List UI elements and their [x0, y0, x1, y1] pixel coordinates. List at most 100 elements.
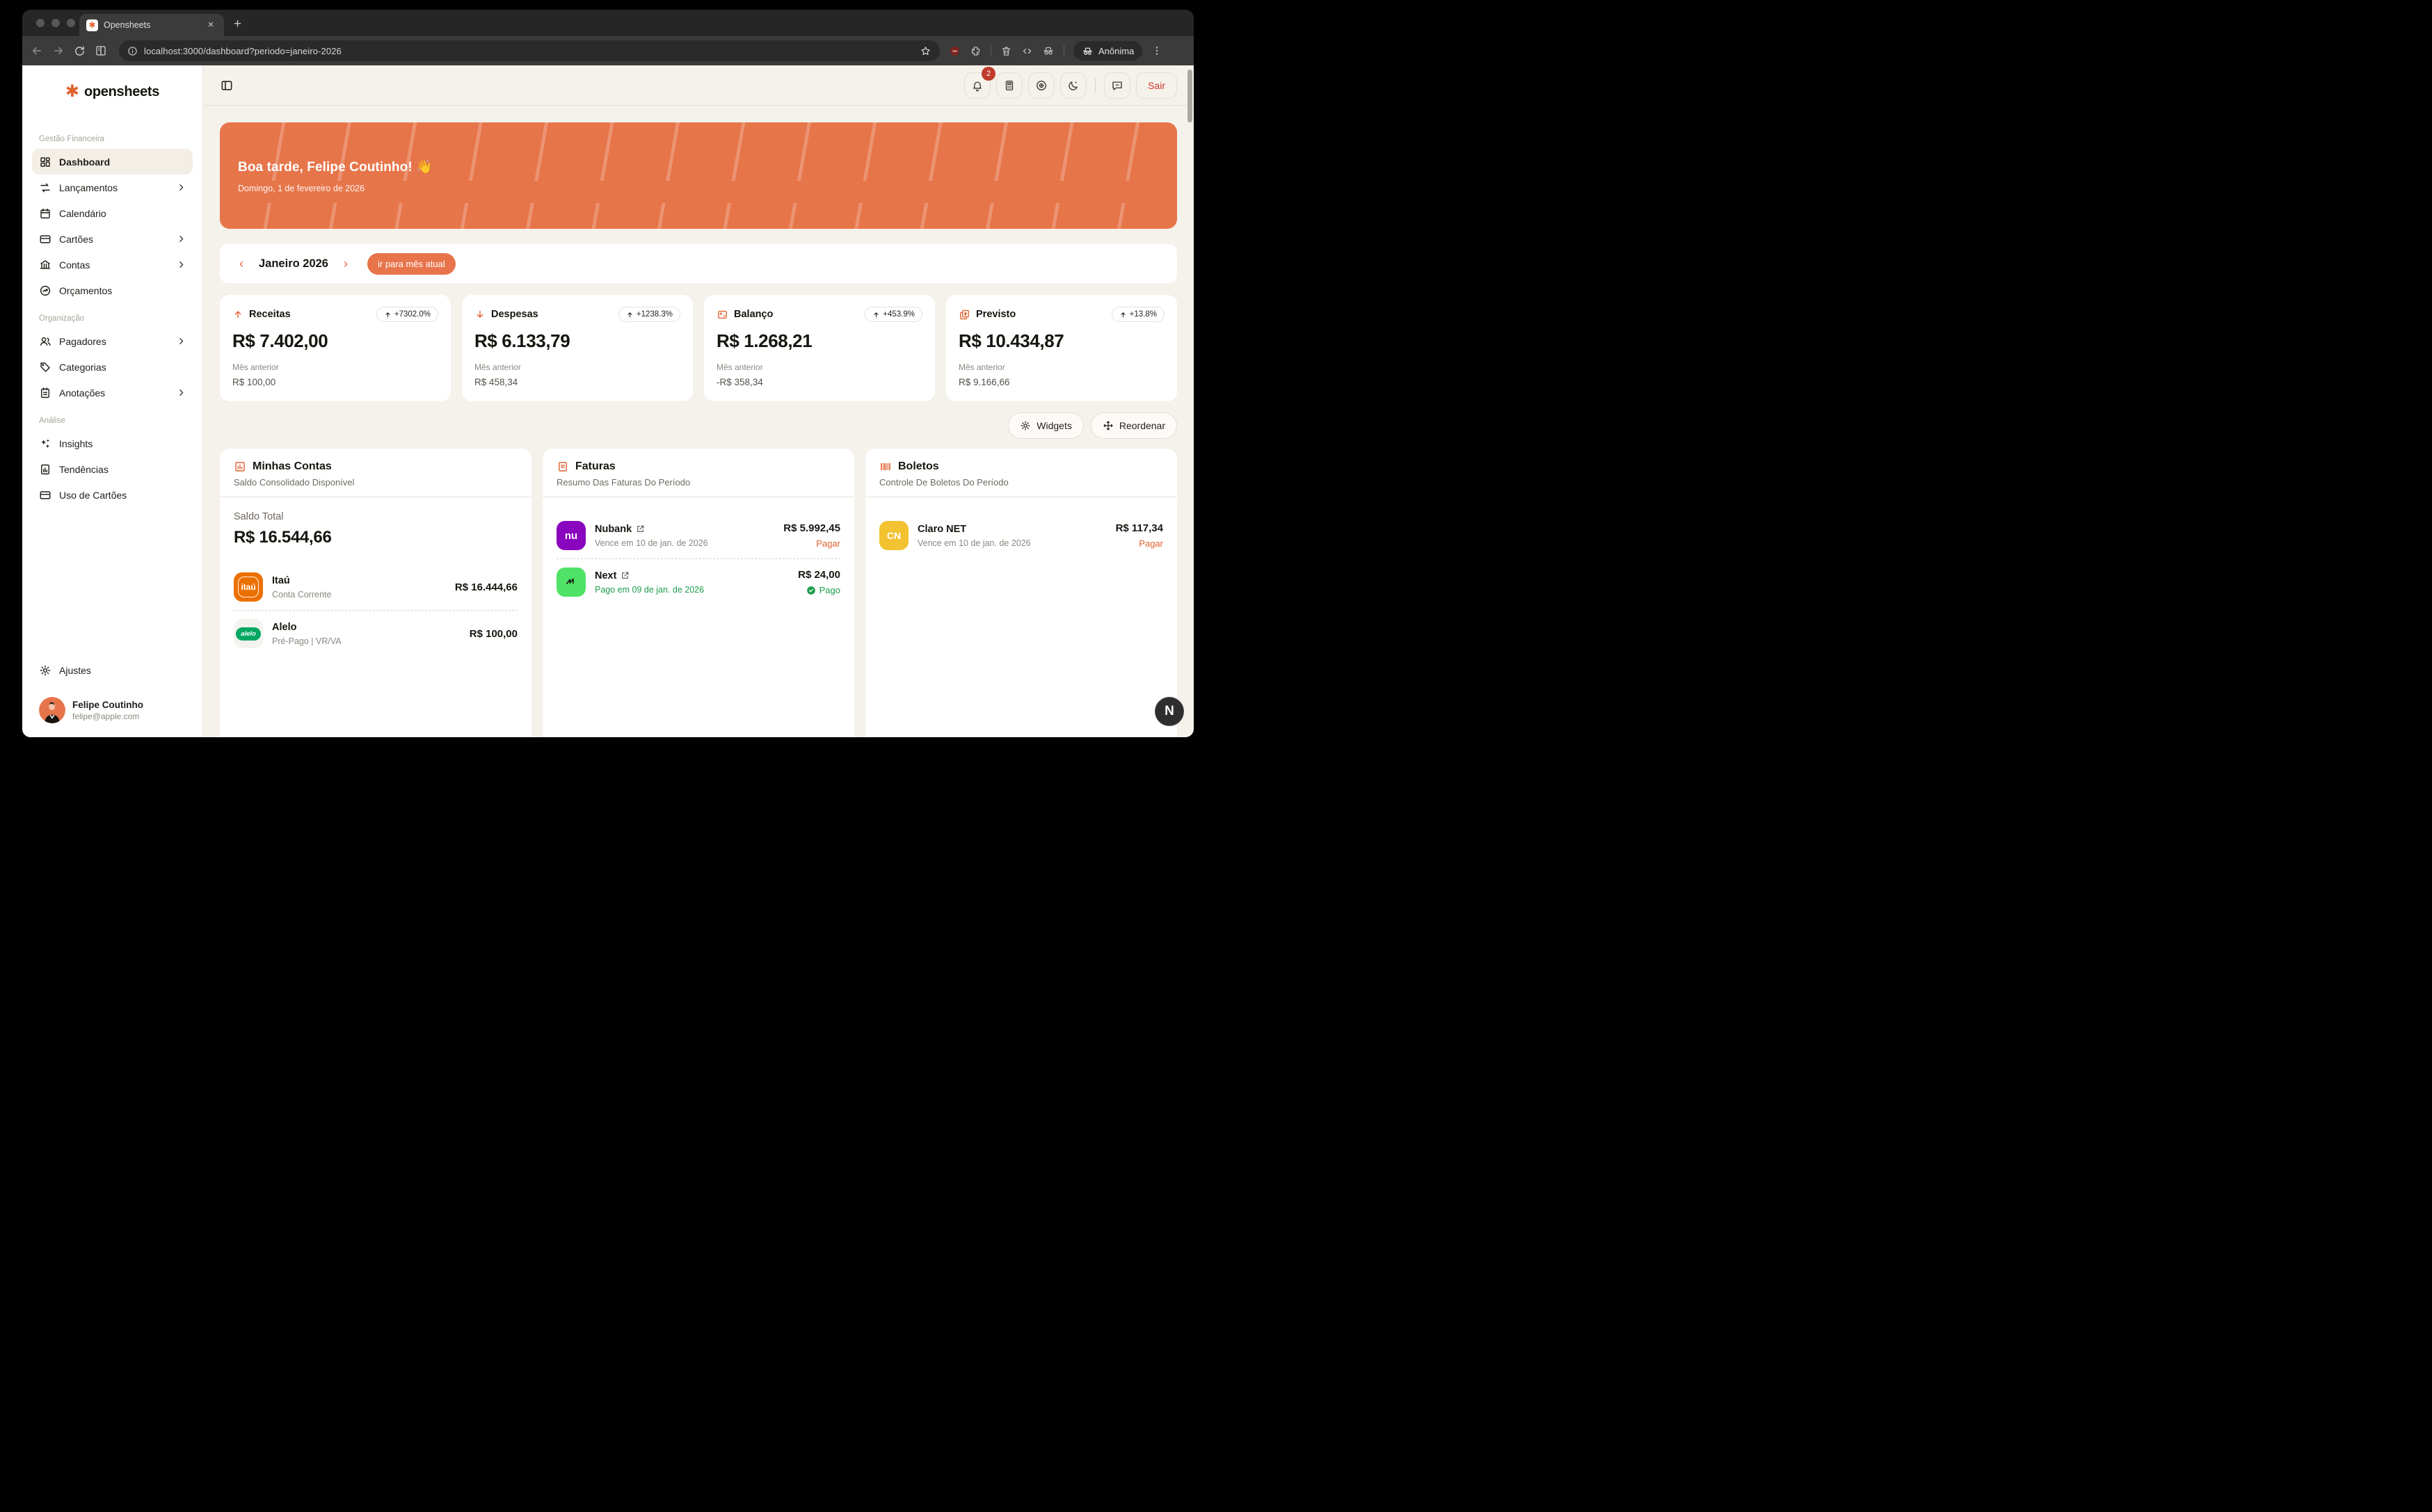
extension-puzzle-icon[interactable]	[970, 45, 982, 57]
invoice-row[interactable]: Next Pago em 09 de jan. de 2026 R$ 24,00	[557, 558, 840, 605]
account-row[interactable]: itaú Itaú Conta Corrente R$ 16.444,66	[234, 564, 518, 610]
account-name: Itaú	[272, 574, 290, 586]
widget-actions: Widgets Reordenar	[220, 412, 1177, 439]
card-title: Faturas	[575, 460, 616, 472]
sparkles-icon	[39, 437, 51, 450]
boleto-row[interactable]: CN Claro NET Vence em 10 de jan. de 2026…	[879, 513, 1163, 558]
greeting-text: Boa tarde, Felipe Coutinho! 👋	[238, 159, 433, 175]
scrollbar-thumb[interactable]	[1187, 70, 1192, 122]
new-tab-button[interactable]: +	[234, 17, 242, 31]
incognito-profile-chip[interactable]: Anônima	[1073, 41, 1143, 61]
calculator-button[interactable]	[996, 72, 1023, 99]
sidebar-item-insights[interactable]: Insights	[32, 431, 193, 456]
sidebar-item-contas[interactable]: Contas	[32, 252, 193, 278]
stat-sub-value: -R$ 358,34	[717, 377, 763, 387]
stat-card-receitas: Receitas +7302.0% R$ 7.402,00 Mês anteri…	[220, 295, 451, 401]
dark-mode-button[interactable]	[1060, 72, 1087, 99]
adblock-extension-icon[interactable]	[949, 45, 961, 57]
credit-card-icon	[39, 489, 51, 501]
sidebar-item-ajustes[interactable]: Ajustes	[32, 657, 193, 683]
forward-icon[interactable]	[52, 45, 65, 57]
stat-card-previsto: Previsto +13.8% R$ 10.434,87 Mês anterio…	[946, 295, 1177, 401]
boleto-status[interactable]: Pagar	[1139, 538, 1163, 549]
reorder-button[interactable]: Reordenar	[1090, 412, 1177, 439]
zoom-window-button[interactable]	[67, 19, 75, 27]
stat-title: Receitas	[249, 309, 291, 320]
close-window-button[interactable]	[36, 19, 45, 27]
invoice-row[interactable]: nu Nubank Vence em 10 de jan. de 2026	[557, 513, 840, 558]
minimize-window-button[interactable]	[51, 19, 60, 27]
sidebar-item-label: Tendências	[59, 463, 109, 475]
calendar-icon	[39, 207, 51, 220]
sidebar-item-anotacoes[interactable]: Anotações	[32, 380, 193, 405]
stat-change-badge: +453.9%	[865, 307, 922, 322]
stat-sub-value: R$ 458,34	[474, 377, 518, 387]
sidebar-item-tendencias[interactable]: Tendências	[32, 456, 193, 482]
sidebar-item-calendario[interactable]: Calendário	[32, 200, 193, 226]
stats-row: Receitas +7302.0% R$ 7.402,00 Mês anteri…	[220, 295, 1177, 401]
devtools-extension-icon[interactable]	[1021, 45, 1033, 57]
address-bar[interactable]: localhost:3000/dashboard?periodo=janeiro…	[119, 40, 940, 61]
sidebar-item-lancamentos[interactable]: Lançamentos	[32, 175, 193, 200]
sidebar-item-label: Lançamentos	[59, 182, 118, 193]
chevron-right-icon	[177, 234, 186, 243]
user-profile[interactable]: Felipe Coutinho felipe@apple.com	[32, 690, 193, 723]
itau-logo: itaú	[234, 572, 263, 602]
stat-sub-label: Mês anterior	[717, 362, 763, 372]
sidebar-item-dashboard[interactable]: Dashboard	[32, 149, 193, 175]
nextjs-dev-button[interactable]: N	[1155, 697, 1184, 726]
widgets-button[interactable]: Widgets	[1008, 412, 1084, 439]
sidebar-toggle-button[interactable]	[220, 79, 234, 93]
site-info-icon[interactable]	[127, 46, 138, 56]
go-to-current-month-button[interactable]: ir para mês atual	[367, 252, 456, 275]
logout-button[interactable]: Sair	[1136, 72, 1177, 99]
account-amount: R$ 16.444,66	[454, 581, 518, 593]
reading-list-icon[interactable]	[95, 45, 107, 57]
card-title: Boletos	[898, 460, 939, 472]
privacy-eye-button[interactable]	[1028, 72, 1055, 99]
sidebar-section-label: Gestão Financeira	[39, 135, 104, 143]
external-link-icon[interactable]	[636, 524, 645, 533]
sidebar-item-cartoes[interactable]: Cartões	[32, 226, 193, 252]
chevron-right-icon	[177, 337, 186, 346]
browser-tab[interactable]: ✱ Opensheets ×	[79, 14, 224, 36]
user-name: Felipe Coutinho	[72, 699, 143, 710]
browser-menu-icon[interactable]	[1151, 45, 1162, 56]
chart-document-icon	[39, 463, 51, 476]
sidebar-item-pagadores[interactable]: Pagadores	[32, 328, 193, 354]
account-row[interactable]: alelo Alelo Pré-Pago | VR/VA R$ 100,00	[234, 610, 518, 657]
bookmark-star-icon[interactable]	[920, 45, 931, 57]
sidebar-item-uso-de-cartoes[interactable]: Uso de Cartões	[32, 482, 193, 508]
stat-title: Previsto	[976, 309, 1016, 320]
boletos-card: Boletos Controle De Boletos Do Período C…	[865, 449, 1177, 737]
notifications-button[interactable]: 2	[964, 66, 996, 99]
tab-close-icon[interactable]: ×	[207, 19, 214, 31]
previous-month-button[interactable]: ‹	[239, 256, 243, 271]
card-subtitle: Saldo Consolidado Disponível	[234, 477, 355, 488]
invoice-due: Pago em 09 de jan. de 2026	[595, 584, 705, 595]
invoice-status[interactable]: Pagar	[816, 538, 840, 549]
incognito-extension-icon[interactable]	[1042, 45, 1055, 57]
plus-minus-box-icon	[717, 309, 728, 321]
chevron-right-icon	[177, 260, 186, 269]
sidebar-item-categorias[interactable]: Categorias	[32, 354, 193, 380]
reload-icon[interactable]	[74, 45, 86, 57]
card-subtitle: Resumo Das Faturas Do Período	[557, 477, 691, 488]
trash-extension-icon[interactable]	[1000, 45, 1012, 57]
external-link-icon[interactable]	[621, 571, 630, 580]
sidebar-footer: Ajustes Felipe Coutinho felipe@apple.com	[32, 657, 193, 723]
url-text[interactable]: localhost:3000/dashboard?periodo=janeiro…	[144, 45, 342, 56]
next-month-button[interactable]: ›	[343, 256, 348, 271]
app-logo[interactable]: ✱ opensheets	[32, 83, 193, 100]
browser-toolbar: localhost:3000/dashboard?periodo=janeiro…	[22, 36, 1194, 65]
invoice-document-icon	[557, 460, 569, 473]
browser-tabstrip: ✱ Opensheets × +	[22, 10, 1194, 36]
nubank-logo: nu	[557, 521, 586, 550]
back-icon[interactable]	[31, 45, 43, 57]
bar-chart-icon	[234, 460, 246, 473]
app-header: 2 Sair	[203, 65, 1194, 106]
tab-title: Opensheets	[104, 20, 151, 30]
window-controls[interactable]	[36, 19, 75, 27]
feedback-button[interactable]	[1104, 72, 1131, 99]
sidebar-item-orcamentos[interactable]: Orçamentos	[32, 278, 193, 303]
